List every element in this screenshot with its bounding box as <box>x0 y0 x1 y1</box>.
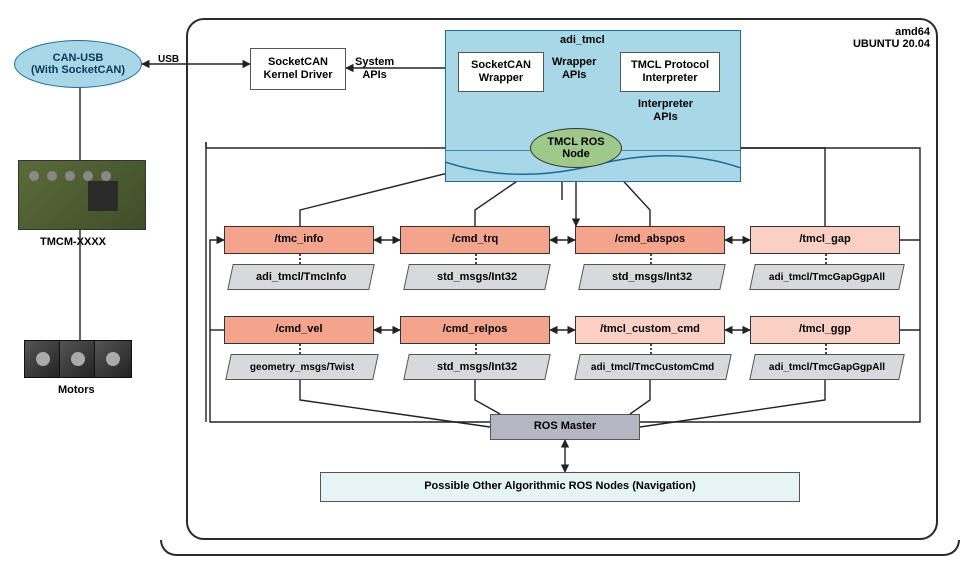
kernel-driver-box: SocketCAN Kernel Driver <box>250 48 346 90</box>
msg-twist: geometry_msgs/Twist <box>225 354 379 380</box>
tmcl-ros-node: TMCL ROS Node <box>530 128 622 168</box>
other-nodes-text: Possible Other Algorithmic ROS Nodes (Na… <box>424 480 696 493</box>
laptop-base <box>160 540 960 556</box>
topic-cmd-relpos: /cmd_relpos <box>400 316 550 344</box>
socketcan-wrapper-text: SocketCAN Wrapper <box>471 59 531 85</box>
tmcl-interpreter-box: TMCL Protocol Interpreter <box>620 52 720 92</box>
topic-tmcl-custom-cmd: /tmcl_custom_cmd <box>575 316 725 344</box>
topic-tmc-info: /tmc_info <box>224 226 374 254</box>
tmcm-board-image <box>18 160 146 230</box>
kernel-driver-text: SocketCAN Kernel Driver <box>263 56 332 82</box>
canusb-text: CAN-USB (With SocketCAN) <box>31 52 125 76</box>
msg-gapggp-b: adi_tmcl/TmcGapGgpAll <box>749 354 905 380</box>
ros-master-box: ROS Master <box>490 414 640 440</box>
motors-image <box>24 340 132 381</box>
system-info: amd64 UBUNTU 20.04 <box>853 26 930 50</box>
system-apis-label: System APIs <box>355 56 394 81</box>
topic-cmd-trq: /cmd_trq <box>400 226 550 254</box>
arch-label: amd64 <box>853 26 930 38</box>
interpreter-apis-label: Interpreter APIs <box>638 98 693 123</box>
adi-tmcl-label: adi_tmcl <box>560 34 605 46</box>
canusb-node: CAN-USB (With SocketCAN) <box>14 40 142 88</box>
topic-cmd-vel: /cmd_vel <box>224 316 374 344</box>
topic-cmd-abspos: /cmd_abspos <box>575 226 725 254</box>
other-nodes-box: Possible Other Algorithmic ROS Nodes (Na… <box>320 472 800 502</box>
os-label: UBUNTU 20.04 <box>853 38 930 50</box>
msg-gapggp-a: adi_tmcl/TmcGapGgpAll <box>749 264 905 290</box>
tmcm-board-label: TMCM-XXXX <box>40 236 106 248</box>
msg-tmc-info: adi_tmcl/TmcInfo <box>227 264 375 290</box>
wrapper-apis-label: Wrapper APIs <box>552 56 596 81</box>
msg-int32-a: std_msgs/Int32 <box>403 264 551 290</box>
tmcl-interpreter-text: TMCL Protocol Interpreter <box>631 59 709 85</box>
motors-label: Motors <box>58 384 95 396</box>
topic-tmcl-ggp: /tmcl_ggp <box>750 316 900 344</box>
msg-custom-cmd: adi_tmcl/TmcCustomCmd <box>574 354 732 380</box>
msg-int32-b: std_msgs/Int32 <box>578 264 726 290</box>
topic-tmcl-gap: /tmcl_gap <box>750 226 900 254</box>
ros-master-text: ROS Master <box>534 420 596 433</box>
tmcl-ros-node-text: TMCL ROS Node <box>547 136 604 160</box>
socketcan-wrapper-box: SocketCAN Wrapper <box>458 52 544 92</box>
msg-int32-c: std_msgs/Int32 <box>403 354 551 380</box>
usb-label: USB <box>158 54 179 65</box>
